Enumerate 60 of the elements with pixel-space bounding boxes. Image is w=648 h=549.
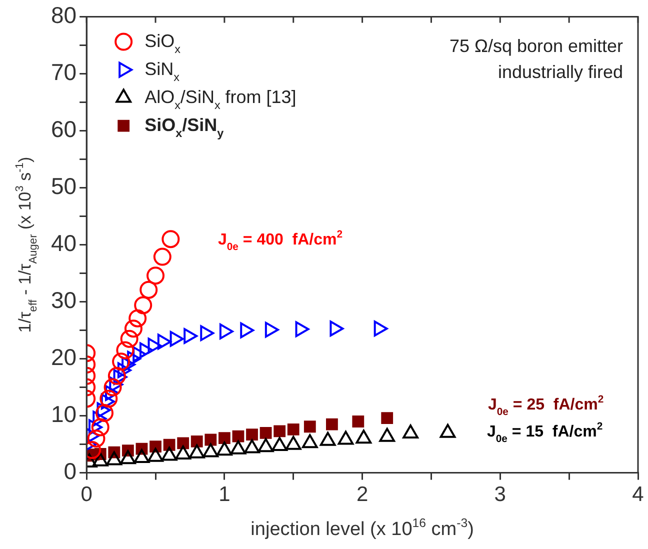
point — [124, 320, 142, 338]
point — [132, 346, 147, 362]
point — [108, 366, 126, 385]
annotation: 75 Ω/sq boron emitter industrially fired — [449, 36, 624, 82]
point — [128, 309, 147, 328]
point — [177, 437, 190, 450]
point — [120, 330, 138, 348]
point — [219, 324, 234, 340]
point — [352, 416, 364, 428]
point — [274, 425, 286, 438]
point — [91, 418, 110, 436]
point — [139, 342, 154, 358]
point — [88, 419, 102, 436]
point — [96, 402, 111, 418]
point — [96, 404, 114, 422]
point — [148, 338, 162, 354]
point — [100, 390, 118, 408]
point — [92, 410, 107, 427]
point — [140, 280, 158, 299]
y-tick-label: 80 — [50, 2, 77, 28]
point — [260, 426, 272, 439]
x-tick-label: 0 — [80, 483, 92, 506]
point — [246, 428, 258, 441]
point — [116, 341, 134, 360]
x-tick-label: 4 — [632, 483, 644, 506]
text: 1/τeff - 1/τAuger (x 103 s-1) — [14, 156, 40, 333]
point — [113, 369, 128, 385]
point — [204, 434, 217, 446]
point — [326, 418, 338, 430]
point — [381, 412, 394, 424]
point — [153, 248, 172, 266]
point — [100, 394, 115, 410]
point — [264, 322, 279, 338]
point — [232, 430, 244, 442]
y-tick-label: 10 — [50, 401, 77, 428]
y-tick-label: 50 — [50, 173, 77, 200]
point — [104, 378, 122, 396]
point — [304, 420, 316, 433]
point — [218, 432, 230, 444]
x-tick-label: 2 — [356, 483, 368, 506]
point — [122, 356, 136, 372]
point — [87, 430, 106, 448]
point — [117, 362, 132, 378]
y-tick-label: 40 — [50, 230, 77, 256]
point — [190, 436, 203, 448]
y-tick-label: 70 — [50, 59, 77, 86]
point — [127, 350, 142, 367]
y-tick-label: 0 — [64, 458, 77, 484]
point — [134, 296, 152, 314]
y-tick-label: 60 — [50, 116, 77, 142]
point — [170, 330, 184, 347]
point — [146, 266, 165, 285]
y-tick-label: 30 — [50, 287, 77, 314]
x-tick-label: 1 — [218, 483, 230, 506]
point — [112, 352, 130, 371]
x-tick-label: 3 — [494, 483, 506, 506]
y-tick-label: 20 — [50, 344, 77, 370]
point — [287, 424, 300, 436]
point — [162, 230, 180, 248]
point — [157, 334, 172, 350]
